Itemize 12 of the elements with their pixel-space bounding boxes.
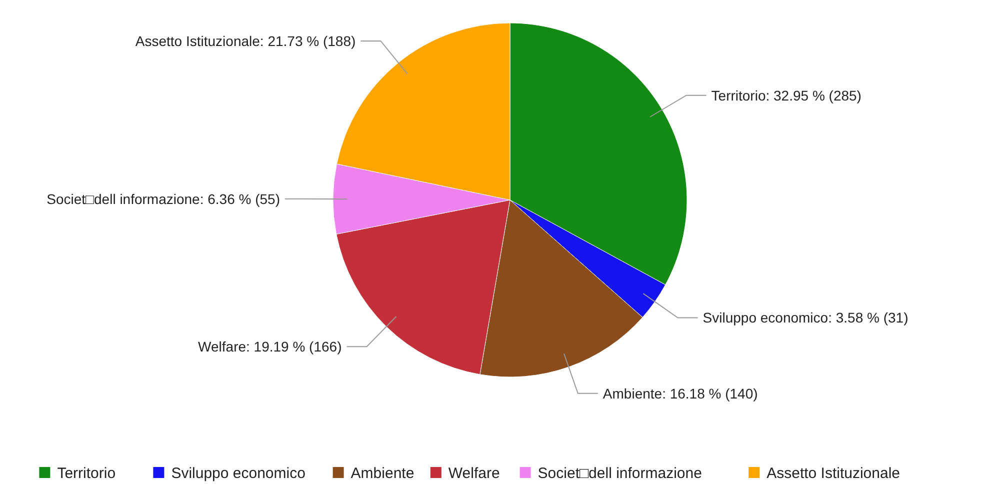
legend-label: Ambiente [350, 465, 414, 482]
data-label: Territorio: 32.95 % (285) [711, 87, 862, 104]
data-label: Welfare: 19.19 % (166) [198, 338, 342, 355]
legend-label: Assetto Istituzionale [766, 465, 900, 482]
data-label: Sviluppo economico: 3.58 % (31) [702, 310, 908, 326]
data-label: Assetto Istituzionale: 21.73 % (188) [135, 32, 356, 49]
data-label: Ambiente: 16.18 % (140) [602, 385, 758, 402]
legend-label: Territorio [57, 465, 116, 482]
legend-label: Welfare [448, 465, 500, 482]
legend-label: Sviluppo economico [171, 465, 306, 482]
data-label: Societ□dell informazione: 6.36 % (55) [46, 190, 280, 207]
legend-label: Societ□dell informazione [538, 465, 702, 482]
